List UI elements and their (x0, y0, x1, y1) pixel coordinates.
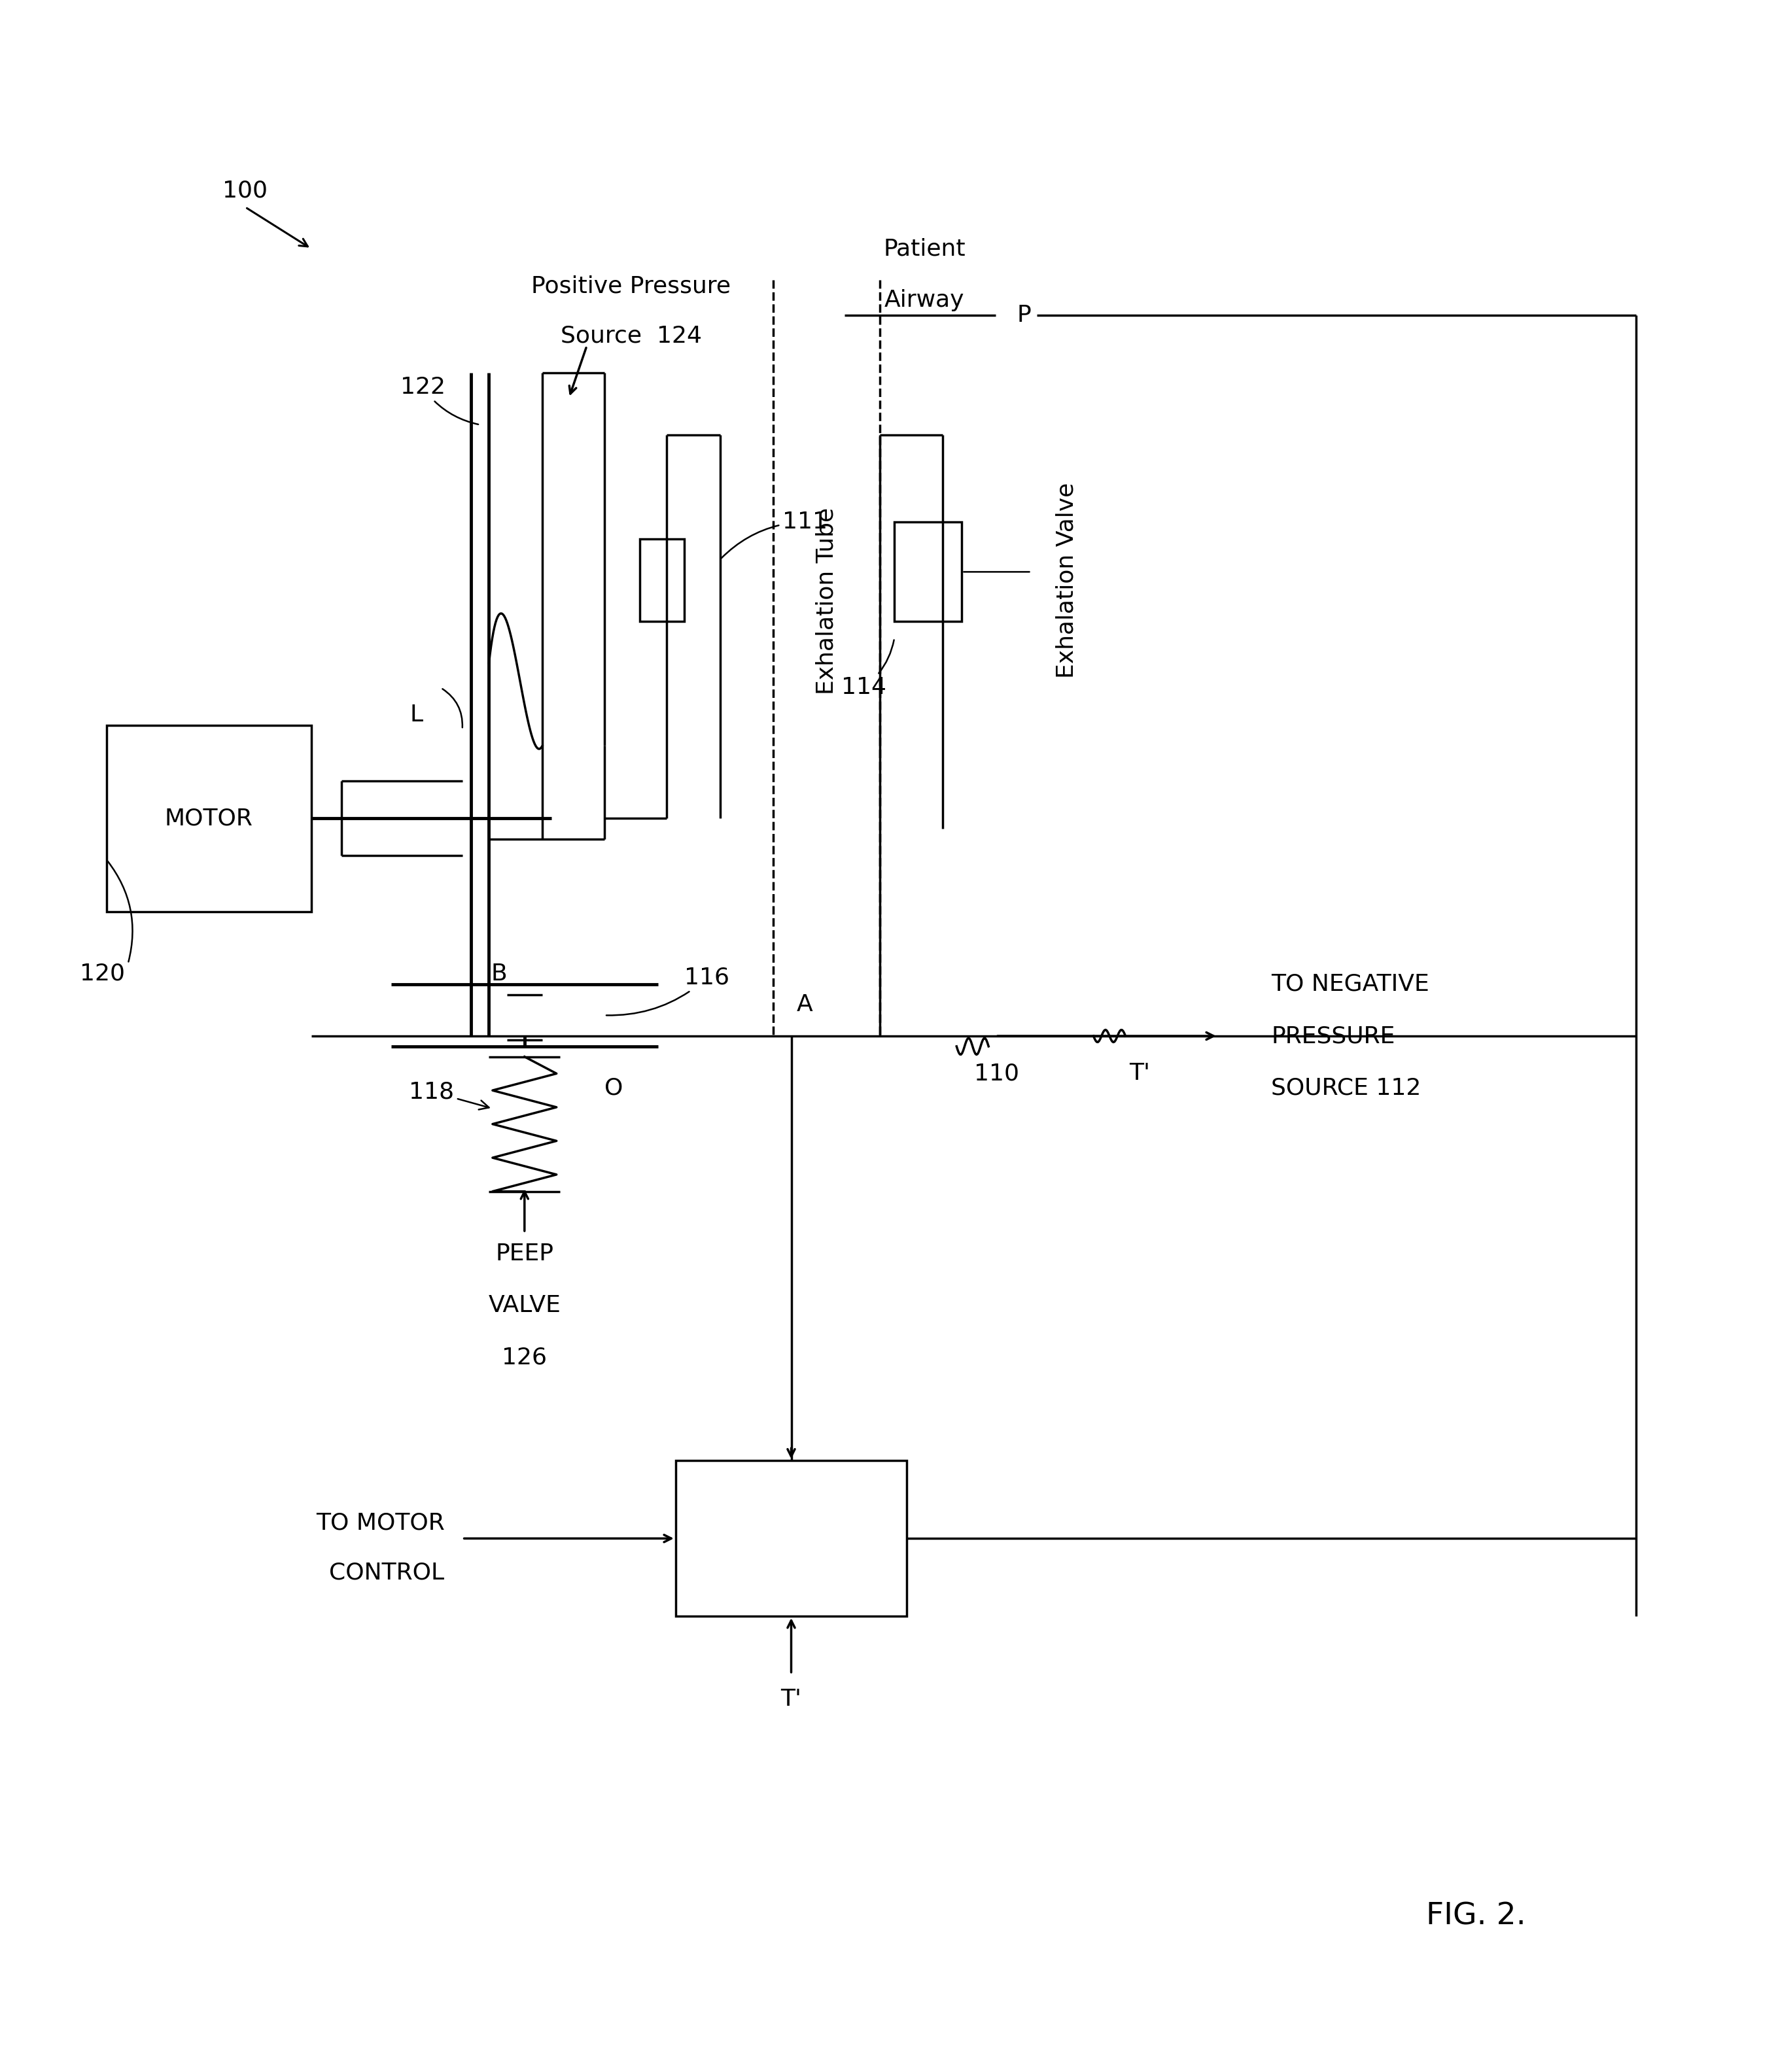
Text: 111: 111 (722, 510, 827, 557)
Text: T': T' (781, 1689, 802, 1709)
Text: PRESSURE: PRESSURE (1271, 1026, 1396, 1046)
Text: 118: 118 (409, 1080, 489, 1111)
Text: 116: 116 (606, 966, 729, 1015)
Bar (894, 522, 962, 622)
Text: 114: 114 (841, 640, 894, 698)
Text: O: O (605, 1077, 622, 1098)
Text: Patient: Patient (884, 238, 965, 259)
Text: T': T' (1129, 1063, 1150, 1084)
Text: CONTROL: CONTROL (329, 1562, 445, 1583)
Text: 100: 100 (222, 180, 267, 201)
Text: 126: 126 (501, 1347, 548, 1368)
Text: FIG. 2.: FIG. 2. (1426, 1902, 1526, 1931)
Text: B: B (491, 963, 507, 984)
Text: TO MOTOR: TO MOTOR (316, 1513, 445, 1533)
Text: PEEP: PEEP (496, 1243, 553, 1264)
Text: VALVE: VALVE (489, 1295, 560, 1316)
Bar (107, 725, 311, 912)
Text: 110: 110 (974, 1063, 1019, 1084)
Text: A: A (797, 995, 813, 1015)
Text: Positive Pressure: Positive Pressure (532, 276, 731, 296)
Text: P: P (1017, 305, 1031, 325)
Text: L: L (411, 704, 423, 725)
Text: 122: 122 (400, 375, 478, 425)
Text: 120: 120 (80, 963, 124, 984)
Text: TO NEGATIVE: TO NEGATIVE (1271, 974, 1430, 995)
Bar (640, 539, 685, 622)
Text: Exhalation Valve: Exhalation Valve (1056, 483, 1077, 678)
Text: SOURCE 112: SOURCE 112 (1271, 1077, 1421, 1098)
Text: Source  124: Source 124 (560, 325, 702, 346)
Text: MOTOR: MOTOR (165, 808, 252, 829)
Text: Exhalation Tube: Exhalation Tube (816, 508, 837, 694)
Bar (676, 1461, 907, 1616)
Text: Airway: Airway (884, 290, 965, 311)
